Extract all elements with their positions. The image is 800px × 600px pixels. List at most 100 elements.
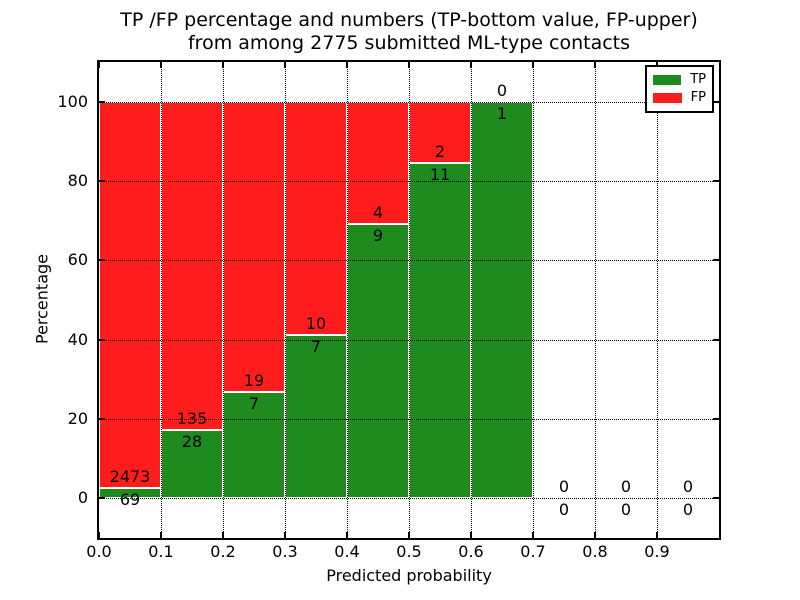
- legend-label-fp: FP: [690, 90, 706, 105]
- fp-count-bin6: 0: [496, 80, 508, 100]
- gridline-x-0.7: [533, 62, 534, 538]
- fp-count-bin1: 135: [176, 409, 208, 429]
- xtick-mark-bottom: [160, 532, 162, 538]
- xtick-mark-top: [594, 62, 596, 68]
- x-axis-label: Predicted probability: [326, 566, 492, 585]
- xtick-mark-top: [470, 62, 472, 68]
- xtick-label-0.2: 0.2: [210, 542, 236, 561]
- fp-count-bin4: 4: [372, 202, 384, 222]
- ytick-mark-right: [713, 497, 719, 500]
- xtick-label-0.6: 0.6: [458, 542, 484, 561]
- ytick-mark-right: [713, 338, 719, 341]
- ytick-mark-right: [713, 100, 719, 103]
- fp-count-bin3: 10: [305, 314, 327, 333]
- tp-count-bin9: 0: [682, 500, 694, 520]
- xtick-label-0.1: 0.1: [148, 542, 174, 561]
- ytick-label-40: 40: [67, 329, 88, 349]
- xtick-mark-bottom: [222, 532, 224, 538]
- fp-count-bin9: 0: [682, 477, 694, 497]
- xtick-mark-top: [222, 62, 224, 68]
- gridline-x-0.2: [223, 62, 224, 538]
- tp-count-bin0: 69: [119, 489, 141, 509]
- xtick-label-0.3: 0.3: [272, 542, 298, 561]
- ytick-mark-right: [713, 418, 719, 420]
- xtick-label-0.0: 0.0: [86, 542, 112, 561]
- tp-count-bin4: 9: [372, 225, 384, 245]
- tp-count-bin1: 28: [181, 432, 203, 452]
- xtick-mark-top: [98, 62, 100, 68]
- gridline-x-0.4: [347, 62, 348, 538]
- chart-title-line2: from among 2775 submitted ML-type contac…: [187, 32, 631, 54]
- ytick-mark-left: [99, 497, 105, 500]
- tp-count-bin2: 7: [248, 393, 260, 413]
- bar-segment-tp-bin4: [347, 223, 409, 499]
- ytick-mark-left: [99, 418, 105, 420]
- xtick-label-0.4: 0.4: [334, 542, 360, 561]
- ytick-mark-left: [99, 259, 105, 262]
- plot-area: 2473 69 135 28 19 7 10 7 4 9 2 11 0 1 0 0 0 0 0 0: [97, 60, 721, 540]
- xtick-mark-bottom: [594, 532, 596, 538]
- bar-segment-tp-bin5: [409, 162, 471, 499]
- tp-count-bin8: 0: [620, 500, 632, 520]
- fp-count-bin8: 0: [620, 477, 632, 497]
- tp-count-bin3: 7: [310, 337, 322, 356]
- ytick-mark-left: [99, 180, 105, 182]
- legend-item-tp: TP: [653, 73, 706, 87]
- bar-segment-tp-bin6: [471, 101, 533, 499]
- xtick-mark-top: [408, 62, 410, 68]
- bar-segment-tp-bin1: [161, 430, 223, 499]
- xtick-mark-top: [532, 62, 534, 68]
- bar-segment-tp-bin3: [285, 335, 347, 499]
- bar-segment-tp-bin0: [99, 487, 161, 499]
- ytick-mark-right: [713, 180, 719, 182]
- ytick-label-20: 20: [67, 409, 88, 428]
- fp-count-bin7: 0: [558, 477, 570, 497]
- xtick-mark-bottom: [532, 532, 534, 538]
- xtick-mark-bottom: [470, 532, 472, 538]
- bar-segment-fp-bin5: [409, 101, 471, 163]
- bar-segment-fp-bin3: [285, 101, 347, 335]
- fp-count-bin5: 2: [434, 141, 446, 161]
- xtick-mark-top: [160, 62, 162, 68]
- xtick-mark-top: [284, 62, 286, 68]
- ytick-label-0: 0: [77, 488, 88, 508]
- gridline-x-0.8: [595, 62, 596, 538]
- tp-count-bin5: 11: [429, 164, 451, 184]
- gridline-x-0.5: [409, 62, 410, 538]
- bar-segment-fp-bin2: [223, 101, 285, 392]
- tp-count-bin6: 1: [496, 103, 508, 123]
- chart-title: TP /FP percentage and numbers (TP-bottom…: [97, 9, 721, 55]
- xtick-mark-bottom: [408, 532, 410, 538]
- xtick-label-0.8: 0.8: [582, 542, 608, 561]
- fp-count-bin0: 2473: [109, 466, 151, 486]
- ytick-label-100: 100: [57, 91, 88, 111]
- ytick-label-60: 60: [67, 250, 88, 270]
- xtick-mark-bottom: [656, 532, 658, 538]
- xtick-mark-bottom: [284, 532, 286, 538]
- fp-count-bin2: 19: [243, 370, 265, 390]
- tp-count-bin7: 0: [558, 500, 570, 520]
- ytick-label-80: 80: [67, 171, 88, 190]
- xtick-label-0.5: 0.5: [396, 542, 422, 561]
- gridline-x-0.1: [161, 62, 162, 538]
- ytick-mark-right: [713, 259, 719, 262]
- ytick-mark-left: [99, 338, 105, 341]
- bar-segment-fp-bin1: [161, 101, 223, 431]
- gridline-x-0.6: [471, 62, 472, 538]
- legend-item-fp: FP: [653, 91, 706, 105]
- chart-title-line1: TP /FP percentage and numbers (TP-bottom…: [120, 9, 698, 31]
- fp-swatch: [653, 93, 682, 103]
- xtick-mark-bottom: [346, 532, 348, 538]
- legend-label-tp: TP: [690, 72, 706, 87]
- legend: TP FP: [645, 65, 714, 113]
- tp-swatch: [653, 75, 682, 85]
- ytick-mark-left: [99, 100, 105, 103]
- xtick-mark-top: [346, 62, 348, 68]
- gridline-x-0.3: [285, 62, 286, 538]
- xtick-label-0.9: 0.9: [644, 542, 670, 561]
- gridline-x-0.9: [657, 62, 658, 538]
- xtick-label-0.7: 0.7: [520, 542, 546, 561]
- xtick-mark-bottom: [98, 532, 100, 538]
- bar-segment-fp-bin0: [99, 101, 161, 488]
